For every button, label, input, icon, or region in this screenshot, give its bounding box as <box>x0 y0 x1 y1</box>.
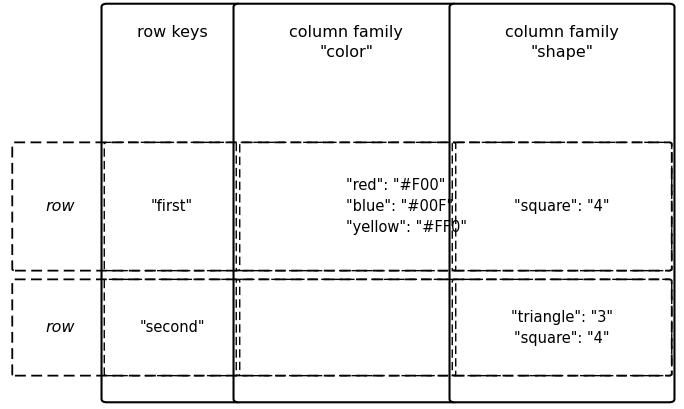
FancyBboxPatch shape <box>233 5 458 402</box>
Text: "first": "first" <box>151 199 193 214</box>
Text: "triangle": "3"
"square": "4": "triangle": "3" "square": "4" <box>511 309 613 345</box>
Text: row: row <box>45 199 75 214</box>
Text: column family
"color": column family "color" <box>289 25 403 60</box>
Text: row keys: row keys <box>137 25 207 40</box>
Text: column family
"shape": column family "shape" <box>505 25 619 60</box>
Text: "second": "second" <box>140 320 205 335</box>
Text: "square": "4": "square": "4" <box>514 199 609 214</box>
Text: "red": "#F00"
"blue": "#00F"
"yellow": "#FF0": "red": "#F00" "blue": "#00F" "yellow": "… <box>346 178 467 235</box>
FancyBboxPatch shape <box>101 5 242 402</box>
Text: row: row <box>45 320 75 335</box>
FancyBboxPatch shape <box>449 5 674 402</box>
